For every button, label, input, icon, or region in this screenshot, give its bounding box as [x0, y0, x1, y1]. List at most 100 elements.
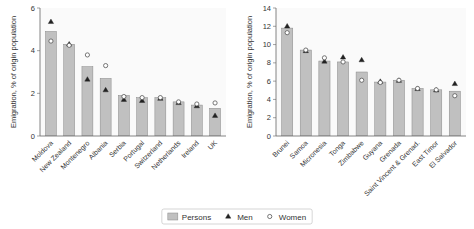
x-tick-label: Netherlands — [150, 139, 182, 171]
point — [85, 77, 90, 81]
y-tick — [37, 136, 40, 137]
legend-item: Persons — [168, 213, 211, 222]
bar — [449, 91, 460, 136]
y-tick-label: 0 — [31, 132, 35, 141]
plot-area — [40, 8, 226, 136]
bar — [300, 50, 311, 136]
point — [452, 81, 457, 85]
bar — [82, 67, 93, 136]
point — [213, 101, 217, 105]
legend-item: Men — [226, 213, 253, 222]
marks — [282, 23, 461, 136]
y-tick — [273, 62, 276, 63]
point — [67, 43, 71, 47]
point — [396, 78, 401, 82]
legend-box — [162, 209, 312, 224]
legend-label: Women — [279, 213, 306, 222]
point — [48, 19, 53, 23]
y-tick — [273, 81, 276, 82]
marks — [45, 19, 220, 136]
point — [322, 56, 326, 60]
point — [104, 64, 108, 68]
y-tick-label: 0 — [267, 132, 271, 141]
bar — [210, 108, 221, 136]
point — [140, 96, 144, 100]
y-tick-label: 14 — [263, 4, 271, 13]
point — [195, 102, 199, 106]
point — [378, 80, 382, 84]
y-tick-label: 4 — [31, 46, 35, 55]
y-axis — [276, 8, 277, 136]
legend-swatch — [226, 214, 231, 218]
y-tick — [37, 50, 40, 51]
bar — [393, 80, 404, 136]
y-axis — [40, 8, 41, 136]
x-tick-label: Zimbabwe — [337, 139, 365, 167]
bar — [137, 98, 148, 136]
chart: 0246MoldovaNew ZealandMontenegroAlbaniaS… — [0, 0, 474, 229]
legend-item: Women — [268, 213, 307, 222]
y-tick-label: 6 — [31, 4, 35, 13]
y-tick-label: 12 — [263, 22, 271, 31]
point — [415, 86, 419, 90]
point — [359, 57, 364, 61]
bar — [319, 61, 330, 136]
y-tick — [273, 99, 276, 100]
point — [176, 100, 181, 104]
x-tick-label: Saint Vincent & Grenad. — [363, 139, 421, 197]
bar — [282, 28, 293, 136]
y-tick-label: 10 — [263, 40, 271, 49]
x-axis — [40, 136, 226, 137]
legend: Persons Men Women — [162, 209, 312, 224]
bar — [337, 62, 348, 136]
point — [49, 39, 53, 43]
point — [285, 31, 289, 35]
point — [304, 48, 308, 52]
point — [176, 100, 180, 104]
y-tick — [273, 44, 276, 45]
y-axis-label: Emigration, % of origin population — [245, 16, 254, 128]
bar — [431, 90, 442, 136]
point — [341, 60, 345, 64]
y-tick-label: 8 — [267, 58, 271, 67]
bar — [375, 82, 386, 136]
point — [453, 94, 457, 98]
y-tick — [273, 8, 276, 9]
x-tick-label: Albania — [87, 139, 109, 161]
y-tick-label: 4 — [267, 95, 271, 104]
point — [103, 87, 108, 91]
bar — [155, 98, 166, 136]
point — [434, 88, 438, 92]
point — [158, 96, 163, 100]
y-tick — [273, 117, 276, 118]
y-tick-label: 6 — [267, 77, 271, 86]
point — [85, 53, 89, 57]
legend-swatch — [168, 213, 178, 220]
point — [285, 23, 290, 27]
point — [360, 78, 364, 82]
y-tick — [273, 136, 276, 137]
x-tick-label: El Salvador — [428, 139, 459, 170]
legend-swatch — [268, 214, 272, 218]
y-tick-label: 2 — [31, 89, 35, 98]
point — [303, 48, 308, 52]
panel: 0246MoldovaNew ZealandMontenegroAlbaniaS… — [9, 4, 226, 174]
y-tick — [273, 26, 276, 27]
y-tick — [37, 93, 40, 94]
bar — [412, 88, 423, 136]
point — [212, 113, 217, 117]
point — [415, 86, 420, 90]
bar — [64, 44, 75, 136]
bar — [100, 78, 111, 136]
legend-label: Men — [237, 213, 253, 222]
y-tick — [37, 8, 40, 9]
point — [397, 78, 401, 82]
point — [158, 96, 162, 100]
x-tick-label: Micronesia — [299, 139, 328, 168]
x-tick-label: UK — [206, 139, 218, 151]
panel: 02468101214BruneiSamoaMicronesiaTongaZim… — [245, 4, 466, 198]
bar — [173, 102, 184, 136]
bar — [118, 95, 129, 136]
legend-label: Persons — [182, 213, 211, 222]
y-tick-label: 2 — [267, 113, 271, 122]
